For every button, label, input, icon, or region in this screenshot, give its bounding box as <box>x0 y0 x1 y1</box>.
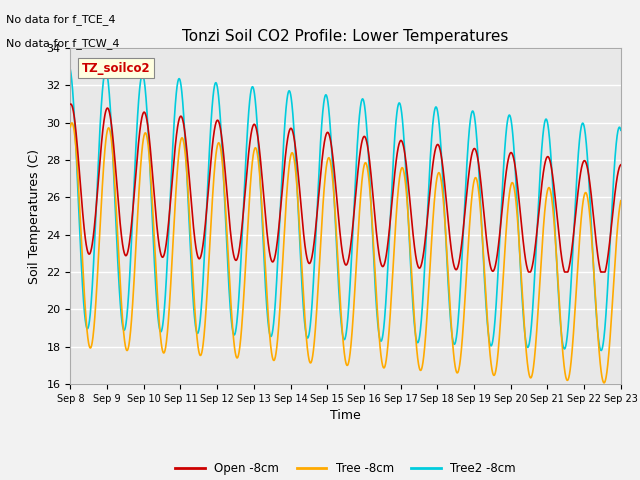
Open -8cm <box>607 233 614 239</box>
Y-axis label: Soil Temperatures (C): Soil Temperatures (C) <box>28 148 41 284</box>
Title: Tonzi Soil CO2 Profile: Lower Temperatures: Tonzi Soil CO2 Profile: Lower Temperatur… <box>182 29 509 44</box>
Open -8cm <box>67 101 75 107</box>
Tree -8cm <box>129 289 137 295</box>
Tree2 -8cm <box>606 238 614 244</box>
Tree2 -8cm <box>67 67 74 73</box>
Open -8cm <box>525 269 532 275</box>
Tree2 -8cm <box>129 202 137 207</box>
X-axis label: Time: Time <box>330 409 361 422</box>
Open -8cm <box>67 101 74 107</box>
Line: Open -8cm: Open -8cm <box>70 104 621 272</box>
Text: No data for f_TCW_4: No data for f_TCW_4 <box>6 38 120 49</box>
Tree -8cm <box>607 331 614 336</box>
Text: TZ_soilco2: TZ_soilco2 <box>81 61 150 74</box>
Tree -8cm <box>301 324 309 330</box>
Tree2 -8cm <box>547 151 554 156</box>
Line: Tree2 -8cm: Tree2 -8cm <box>70 70 621 350</box>
Tree2 -8cm <box>597 348 605 353</box>
Legend: Open -8cm, Tree -8cm, Tree2 -8cm: Open -8cm, Tree -8cm, Tree2 -8cm <box>170 457 521 480</box>
Tree -8cm <box>278 277 285 283</box>
Open -8cm <box>301 247 309 252</box>
Tree -8cm <box>547 190 555 196</box>
Line: Tree -8cm: Tree -8cm <box>70 123 621 383</box>
Tree2 -8cm <box>301 326 309 332</box>
Tree2 -8cm <box>617 127 625 133</box>
Tree -8cm <box>617 198 625 204</box>
Open -8cm <box>617 162 625 168</box>
Tree -8cm <box>600 380 608 386</box>
Tree -8cm <box>162 342 170 348</box>
Open -8cm <box>547 163 555 168</box>
Tree -8cm <box>68 120 76 126</box>
Open -8cm <box>162 242 170 248</box>
Tree2 -8cm <box>278 181 285 187</box>
Tree -8cm <box>67 124 74 130</box>
Open -8cm <box>129 201 137 207</box>
Text: No data for f_TCE_4: No data for f_TCE_4 <box>6 14 116 25</box>
Open -8cm <box>278 194 285 200</box>
Tree2 -8cm <box>162 285 170 290</box>
